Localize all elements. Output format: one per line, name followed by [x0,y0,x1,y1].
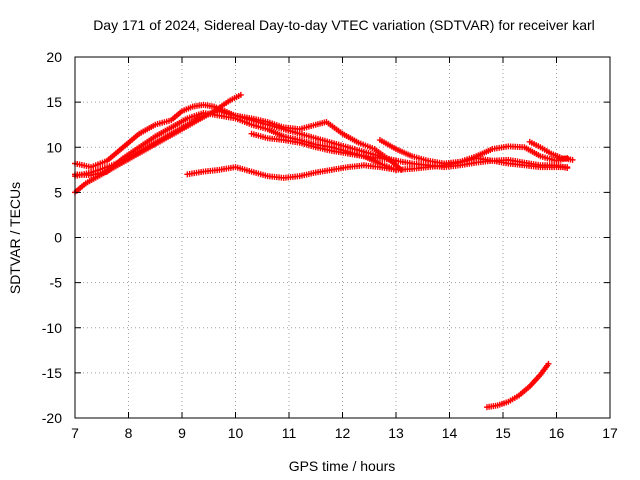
x-tick-label: 8 [125,425,133,441]
series-track-8 [526,138,576,163]
x-tick-label: 9 [178,425,186,441]
series-track-7 [376,137,571,167]
y-tick-label: -10 [42,320,62,336]
x-tick-label: 12 [335,425,351,441]
data-point [569,156,576,163]
x-tick-label: 16 [549,425,565,441]
x-tick-label: 10 [228,425,244,441]
y-tick-label: 5 [54,184,62,200]
x-axis-label: GPS time / hours [289,458,396,474]
x-tick-label: 7 [71,425,79,441]
y-tick-label: 20 [46,49,62,65]
x-tick-label: 11 [282,425,297,441]
data-layer [72,91,576,411]
axis-ticks: 7 8 9 10 11 12 13 14 15 16 17 20 15 10 5 0 -5 -10 -15 -20 [42,49,618,441]
x-tick-label: 15 [495,425,511,441]
y-axis-label: SDTVAR / TECUs [7,182,23,294]
data-point [237,91,244,98]
y-tick-label: 10 [46,139,62,155]
data-point [564,165,571,172]
y-tick-label: 15 [46,94,62,110]
data-point [545,360,552,367]
x-tick-label: 13 [388,425,404,441]
series-track-6 [248,130,571,172]
y-tick-label: 0 [54,230,62,246]
x-tick-label: 14 [442,425,458,441]
y-tick-label: -20 [42,410,62,426]
series-track-3 [72,91,244,196]
series-track-9 [483,360,552,411]
y-tick-label: -15 [42,365,62,381]
chart-title: Day 171 of 2024, Sidereal Day-to-day VTE… [93,17,595,33]
y-tick-label: -5 [50,275,63,291]
x-tick-label: 17 [602,425,618,441]
